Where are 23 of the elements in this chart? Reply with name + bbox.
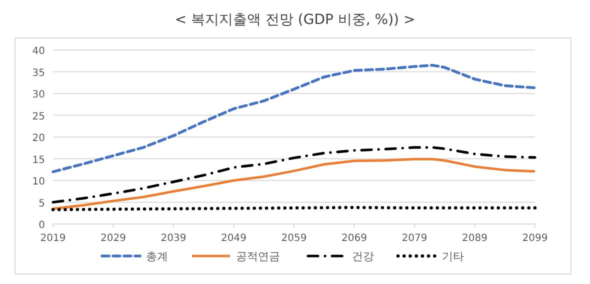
x-tick-label: 2079 [402, 233, 428, 244]
x-tick-label: 2019 [40, 233, 66, 244]
title: < 복지지출액 전망 (GDP 비중, %)) > [174, 12, 416, 28]
y-tick-label: 15 [32, 154, 45, 166]
y-tick-label: 10 [32, 176, 45, 188]
legend-label: 총계 [146, 250, 168, 263]
x-tick-label: 2059 [281, 233, 307, 244]
x-tick-label: 2029 [100, 233, 126, 244]
x-tick-label: 2069 [342, 233, 367, 244]
y-tick-label: 20 [32, 133, 45, 144]
y-tick-label: 5 [38, 198, 45, 210]
legend-label: 건강 [352, 250, 374, 263]
legend-label: 기타 [442, 250, 464, 263]
x-tick-label: 2089 [462, 233, 488, 244]
y-tick-label: 30 [32, 90, 45, 100]
y-tick-label: 25 [32, 111, 45, 122]
x-tick-label: 2039 [160, 233, 186, 244]
y-tick-label: 35 [32, 68, 45, 79]
legend-label: 공적연금 [236, 250, 280, 263]
x-tick-label: 2049 [221, 233, 246, 244]
y-tick-label: 40 [32, 46, 45, 57]
x-tick-label: 2099 [522, 233, 548, 244]
y-tick-label: 0 [38, 220, 45, 231]
